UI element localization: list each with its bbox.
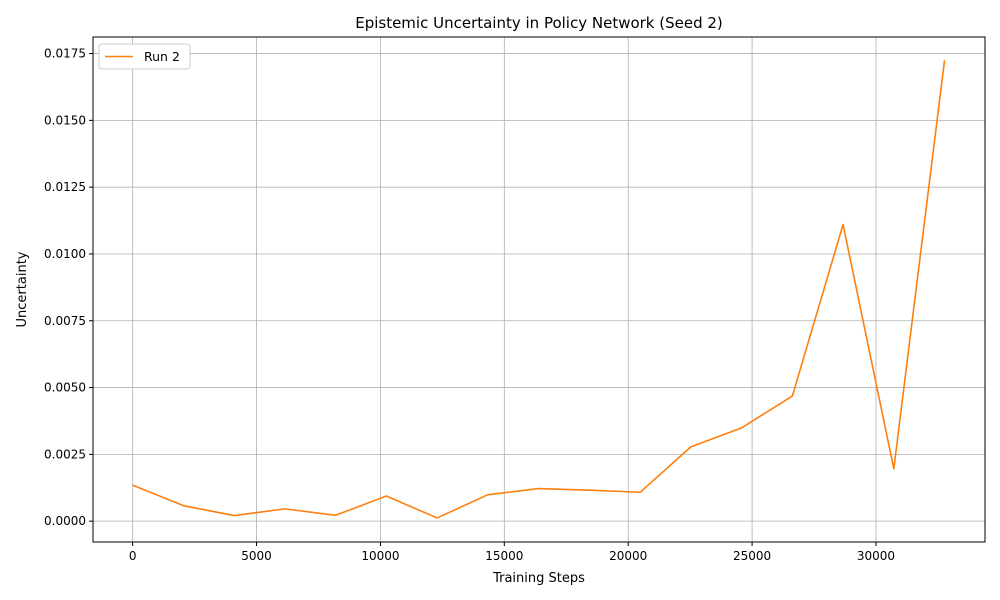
x-tick-label: 30000	[857, 549, 895, 563]
x-tick-label: 10000	[361, 549, 399, 563]
y-tick-label: 0.0000	[44, 514, 86, 528]
chart-title: Epistemic Uncertainty in Policy Network …	[355, 14, 723, 32]
x-tick-label: 0	[129, 549, 137, 563]
plot-frame	[92, 36, 986, 543]
y-tick-label: 0.0150	[44, 113, 86, 127]
y-tick-label: 0.0125	[44, 180, 86, 194]
y-axis-label: Uncertainty	[15, 251, 30, 327]
series-layer	[132, 60, 946, 519]
y-tick-label: 0.0100	[44, 247, 86, 261]
y-tick-label: 0.0025	[44, 447, 86, 461]
legend-label-run-2: Run 2	[144, 49, 180, 64]
legend-box	[98, 43, 191, 70]
x-axis-label: Training Steps	[492, 571, 585, 586]
y-tick-label: 0.0175	[44, 47, 86, 61]
series-line-run-2	[132, 60, 946, 519]
x-tick-label: 5000	[241, 549, 272, 563]
legend: Run 2	[98, 43, 191, 70]
y-tick-label: 0.0050	[44, 381, 86, 395]
x-tick-label: 15000	[485, 549, 523, 563]
x-tick-label: 20000	[609, 549, 647, 563]
grid-lines	[93, 37, 985, 542]
y-axis: 0.0000 0.0025 0.0050 0.0075 0.0100 0.0125 0.01…	[44, 47, 93, 528]
x-axis: 0 5000 10000 15000 20000 25000 30000	[129, 542, 895, 563]
y-tick-label: 0.0075	[44, 314, 86, 328]
x-tick-label: 25000	[733, 549, 771, 563]
